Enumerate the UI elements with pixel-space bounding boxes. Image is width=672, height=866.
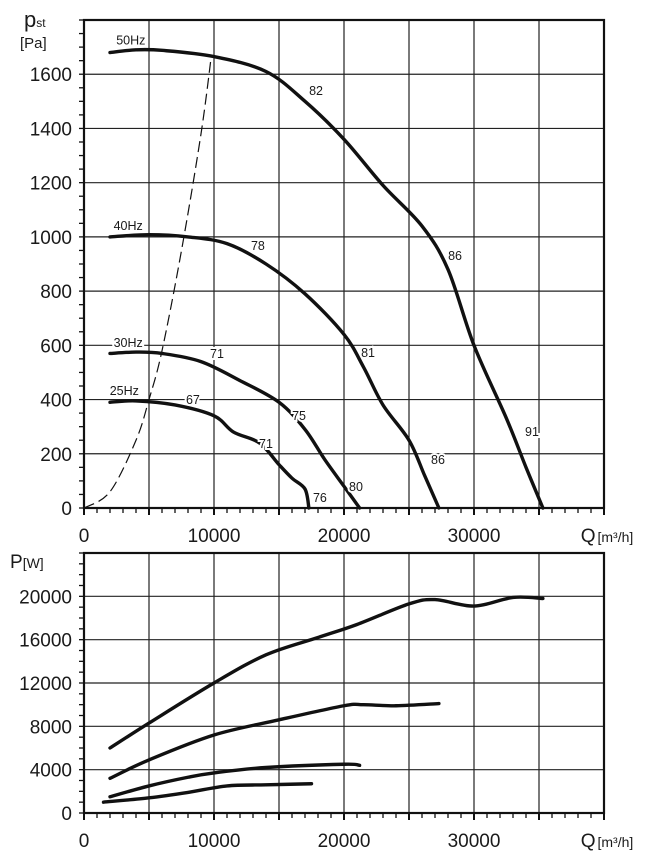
series-label: 30Hz [114,336,143,350]
y-tick-label: 1400 [30,119,72,140]
curve-30hz [108,350,362,510]
efficiency-label: 67 [186,393,200,407]
y-axis-label: P[W] [10,552,44,573]
curve-50hz [108,47,545,510]
x-tick-label: 0 [79,831,90,852]
x-axis-label: Q [m³/h] [581,831,634,852]
y-axis-label: pst [24,7,46,32]
series-label: 50Hz [116,33,145,47]
y-tick-label: 0 [61,499,72,520]
x-tick-label: 10000 [188,526,241,547]
y-tick-label: 200 [40,445,72,466]
system-curve-dashed [83,55,212,509]
y-tick-label: 20000 [19,587,72,608]
efficiency-label: 91 [525,425,539,439]
x-tick-label: 10000 [188,831,241,852]
y-tick-label: 12000 [19,674,72,695]
x-tick-label: 20000 [318,831,371,852]
efficiency-label: 86 [448,249,462,263]
curve-30hz [108,762,362,799]
curve-40hz [108,233,441,510]
x-axis-label: Q [m³/h] [581,526,634,547]
efficiency-label: 71 [259,437,273,451]
y-tick-label: 1200 [30,174,72,195]
y-tick-label: 4000 [30,761,72,782]
efficiency-label: 82 [309,84,323,98]
efficiency-label: 75 [292,409,306,423]
y-tick-label: 800 [40,282,72,303]
curve-25hz [101,782,314,804]
curve-50hz [108,595,545,750]
curve-25hz [108,399,311,510]
pressure-chart: 0 200 400 600 800 1000 1200 1400 1600 0 10000 20000… [20,7,633,547]
power-chart: 0 4000 8000 12000 16000 20000 0 10000 20000 30000… [10,551,634,852]
efficiency-label: 81 [361,346,375,360]
efficiency-label: 80 [349,480,363,494]
efficiency-label: 76 [313,491,327,505]
y-tick-label: 1000 [30,228,72,249]
series-label: 25Hz [110,384,139,398]
efficiency-label: 71 [210,347,224,361]
y-tick-label: 400 [40,391,72,412]
efficiency-label: 78 [251,239,265,253]
efficiency-label: 86 [431,453,445,467]
y-tick-label: 0 [61,804,72,825]
x-tick-label: 20000 [318,526,371,547]
x-tick-label: 30000 [448,831,501,852]
y-axis-unit: [Pa] [20,35,47,52]
y-tick-label: 8000 [30,717,72,738]
x-tick-label: 30000 [448,526,501,547]
y-tick-label: 16000 [19,631,72,652]
y-tick-label: 600 [40,336,72,357]
curve-40hz [108,701,441,781]
series-label: 40Hz [114,219,143,233]
y-tick-label: 1600 [30,65,72,86]
x-tick-label: 0 [79,526,90,547]
